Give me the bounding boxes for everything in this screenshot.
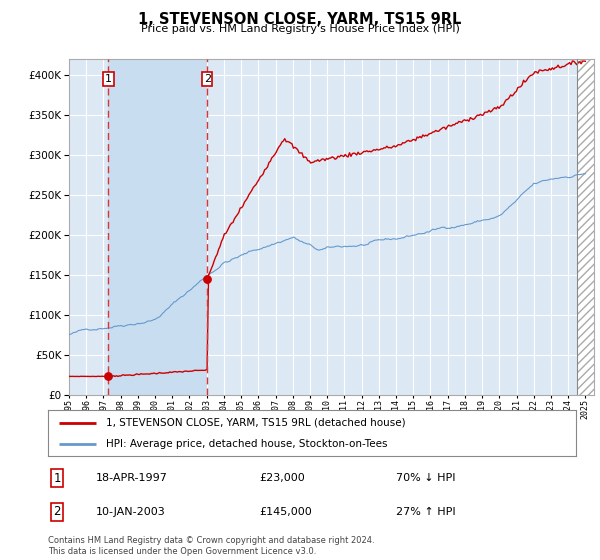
Text: £23,000: £23,000 (259, 473, 305, 483)
Text: 1, STEVENSON CLOSE, YARM, TS15 9RL: 1, STEVENSON CLOSE, YARM, TS15 9RL (139, 12, 461, 27)
Text: 2: 2 (203, 74, 211, 84)
Text: HPI: Average price, detached house, Stockton-on-Tees: HPI: Average price, detached house, Stoc… (106, 439, 388, 449)
Text: 1: 1 (53, 472, 61, 484)
Text: 18-APR-1997: 18-APR-1997 (95, 473, 167, 483)
Text: 70% ↓ HPI: 70% ↓ HPI (397, 473, 456, 483)
Text: £145,000: £145,000 (259, 507, 312, 517)
Point (104, 372, 113, 381)
Text: Contains HM Land Registry data © Crown copyright and database right 2024.
This d: Contains HM Land Registry data © Crown c… (48, 536, 374, 556)
Text: Price paid vs. HM Land Registry's House Price Index (HPI): Price paid vs. HM Land Registry's House … (140, 24, 460, 34)
Text: 27% ↑ HPI: 27% ↑ HPI (397, 507, 456, 517)
Text: 1, STEVENSON CLOSE, YARM, TS15 9RL (detached house): 1, STEVENSON CLOSE, YARM, TS15 9RL (deta… (106, 418, 406, 428)
Text: 2: 2 (53, 505, 61, 518)
Point (202, 274, 212, 283)
Text: 10-JAN-2003: 10-JAN-2003 (95, 507, 165, 517)
Text: 1: 1 (105, 74, 112, 84)
Bar (577, 59, 594, 395)
Bar (109, 59, 207, 395)
